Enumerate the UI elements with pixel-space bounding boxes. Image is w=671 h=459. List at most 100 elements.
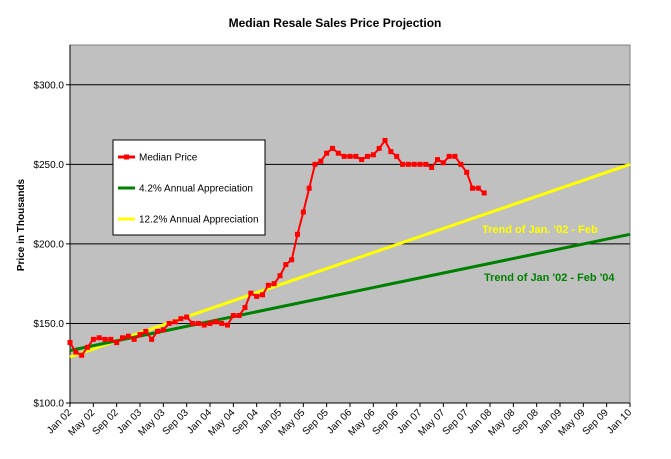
x-tick-label: Sep 07 [441,407,471,437]
data-point [353,153,359,159]
y-tick-label: $300.0 [33,80,64,91]
series-layer [67,137,631,359]
legend-label: 4.2% Annual Appreciation [139,184,253,195]
data-point [271,281,277,287]
x-tick-label: Sep 03 [161,407,191,437]
data-point [131,336,137,342]
y-tick-label: $200.0 [33,239,64,250]
data-point [195,320,201,326]
data-point [236,312,242,318]
y-axis-label: Price in Thousands [16,178,27,271]
data-point [184,314,190,320]
data-point [125,333,131,339]
data-point [85,344,90,350]
x-tick-label: Sep 06 [371,407,401,437]
data-point [382,137,388,143]
data-point [160,327,166,333]
data-point [120,335,125,341]
data-point [324,150,330,156]
data-point [190,320,195,326]
x-tick-label: Sep 02 [91,407,121,437]
x-tick-label: Sep 08 [511,407,541,437]
x-tick-label: Sep 09 [581,407,611,437]
chart-title: Median Resale Sales Price Projection [229,16,442,30]
y-tick-label: $100.0 [33,399,64,410]
data-point [172,319,178,325]
data-point [300,209,306,215]
data-point [388,149,394,155]
data-point [330,145,335,151]
data-point [242,305,248,311]
data-point [219,320,225,326]
data-point [376,145,382,151]
data-point [137,332,143,338]
data-point [73,349,79,355]
data-point [143,328,149,334]
annotations: Trend of Jan. '02 - Feb Trend of Jan '02 … [482,224,615,284]
data-point [359,157,365,163]
data-point [102,336,108,342]
legend: Median Price 4.2% Annual Appreciation 12.2… [112,139,266,236]
data-point [178,316,184,322]
data-point [417,161,423,167]
data-point [277,273,283,279]
data-point [283,262,289,268]
data-point [458,161,464,167]
data-point [265,282,271,288]
data-point [201,322,207,328]
data-point [67,340,73,346]
data-point [335,150,341,156]
data-point [155,328,160,334]
data-point [411,161,417,167]
data-point [213,319,219,325]
data-point [230,312,236,318]
data-point [470,185,475,191]
data-point [429,165,435,171]
data-point [108,336,114,342]
data-point [312,161,318,167]
data-point [423,161,429,167]
y-tick-label: $250.0 [33,160,64,171]
data-point [475,185,481,191]
data-point [400,161,405,167]
data-point [295,231,300,237]
data-point [365,153,370,159]
data-point [452,153,458,159]
y-tick-label: $150.0 [33,319,64,330]
data-point [306,185,312,191]
data-point [260,292,265,298]
data-point [207,320,213,326]
series-line [69,162,631,359]
data-point [254,293,260,299]
data-point [394,153,400,159]
legend-marker [124,154,129,160]
data-point [318,158,324,164]
x-tick-label: Sep 04 [231,407,261,437]
data-point [96,335,102,341]
x-tick-label: Jan 10 [605,407,634,436]
annotation-label: Trend of Jan '02 - Feb '04 [484,272,615,284]
data-point [435,157,440,163]
data-point [248,290,254,296]
legend-label: Median Price [139,153,198,164]
data-point [440,160,446,166]
legend-box [112,139,266,236]
data-point [79,352,85,358]
data-point [90,336,96,342]
data-point [446,153,452,159]
data-point [464,169,470,175]
data-point [166,320,172,326]
data-point [370,152,376,158]
data-point [289,257,295,263]
data-point [405,161,411,167]
legend-label: 12.2% Annual Appreciation [139,215,259,226]
data-point [481,190,487,196]
data-point [341,153,347,159]
data-point [225,322,230,328]
data-point [114,340,120,346]
x-tick-label: Sep 05 [301,407,331,437]
data-point [149,336,155,342]
annotation-label: Trend of Jan. '02 - Feb [482,224,598,236]
